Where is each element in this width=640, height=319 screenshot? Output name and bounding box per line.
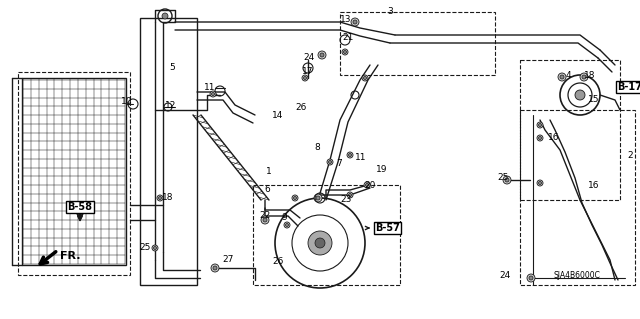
- Circle shape: [365, 183, 369, 187]
- Bar: [18, 72, 130, 275]
- Text: 20: 20: [364, 181, 376, 189]
- Text: B-57: B-57: [375, 223, 400, 233]
- Circle shape: [351, 18, 359, 26]
- Text: 18: 18: [584, 70, 596, 79]
- Circle shape: [529, 276, 533, 280]
- Text: 10: 10: [121, 98, 132, 107]
- Circle shape: [210, 91, 216, 97]
- Circle shape: [582, 75, 586, 79]
- Circle shape: [154, 247, 157, 249]
- Circle shape: [537, 180, 543, 186]
- Bar: [520, 110, 635, 285]
- Circle shape: [211, 264, 219, 272]
- Circle shape: [538, 123, 541, 127]
- Circle shape: [558, 73, 566, 81]
- Circle shape: [263, 218, 267, 222]
- Text: 23: 23: [340, 196, 352, 204]
- Circle shape: [303, 77, 307, 79]
- Text: 1: 1: [266, 167, 272, 176]
- Text: 12: 12: [165, 100, 177, 109]
- Circle shape: [527, 274, 535, 282]
- Text: 26: 26: [272, 257, 284, 266]
- Text: 5: 5: [169, 63, 175, 72]
- Circle shape: [364, 77, 367, 79]
- Circle shape: [213, 266, 217, 270]
- Circle shape: [505, 178, 509, 182]
- Text: 17: 17: [302, 68, 314, 77]
- Circle shape: [362, 75, 368, 81]
- Circle shape: [538, 182, 541, 184]
- Circle shape: [294, 197, 296, 199]
- Text: 18: 18: [163, 194, 173, 203]
- Circle shape: [314, 194, 322, 202]
- Circle shape: [285, 224, 289, 226]
- Circle shape: [575, 90, 585, 100]
- Text: 16: 16: [548, 133, 560, 143]
- Circle shape: [302, 75, 308, 81]
- Text: 9: 9: [281, 213, 287, 222]
- Bar: [520, 60, 620, 200]
- Circle shape: [342, 49, 348, 55]
- Text: 2: 2: [627, 151, 633, 160]
- Circle shape: [347, 152, 353, 158]
- Text: 21: 21: [342, 33, 354, 41]
- Circle shape: [538, 137, 541, 139]
- Text: 13: 13: [340, 16, 352, 25]
- Circle shape: [320, 53, 324, 57]
- Circle shape: [349, 194, 351, 197]
- Text: 16: 16: [588, 181, 600, 189]
- Circle shape: [159, 197, 161, 199]
- Text: 25: 25: [140, 243, 150, 253]
- Circle shape: [344, 50, 346, 54]
- Text: 7: 7: [336, 159, 342, 167]
- Bar: [22, 78, 126, 265]
- Circle shape: [580, 73, 588, 81]
- Text: 8: 8: [314, 144, 320, 152]
- Text: 24: 24: [303, 53, 315, 62]
- Text: 11: 11: [355, 153, 367, 162]
- Circle shape: [503, 176, 511, 184]
- Circle shape: [157, 195, 163, 201]
- Circle shape: [537, 122, 543, 128]
- Circle shape: [328, 160, 332, 164]
- Text: 4: 4: [565, 70, 571, 79]
- Circle shape: [162, 13, 168, 19]
- Circle shape: [152, 245, 158, 251]
- Circle shape: [261, 216, 269, 224]
- Circle shape: [353, 20, 357, 24]
- Circle shape: [327, 159, 333, 165]
- Text: B-58: B-58: [67, 202, 93, 212]
- Text: SJA4B6000C: SJA4B6000C: [554, 271, 601, 279]
- Text: 14: 14: [272, 110, 284, 120]
- Text: B-17-20: B-17-20: [617, 82, 640, 92]
- Circle shape: [315, 238, 325, 248]
- Circle shape: [560, 75, 564, 79]
- Circle shape: [211, 93, 214, 95]
- Text: 6: 6: [264, 186, 270, 195]
- Circle shape: [318, 51, 326, 59]
- Text: 27: 27: [222, 256, 234, 264]
- Text: FR.: FR.: [60, 251, 81, 261]
- Circle shape: [308, 231, 332, 255]
- Circle shape: [292, 195, 298, 201]
- Text: 3: 3: [387, 8, 393, 17]
- Text: 19: 19: [376, 166, 388, 174]
- Circle shape: [284, 222, 290, 228]
- Bar: [140, 18, 197, 285]
- Circle shape: [537, 135, 543, 141]
- Text: 11: 11: [204, 84, 216, 93]
- Text: 24: 24: [499, 271, 511, 279]
- Bar: [253, 185, 400, 285]
- Text: 15: 15: [588, 95, 600, 105]
- Text: 22: 22: [259, 211, 271, 219]
- Bar: [340, 12, 495, 75]
- Circle shape: [316, 196, 320, 200]
- Circle shape: [349, 153, 351, 157]
- Text: 25: 25: [497, 174, 509, 182]
- Circle shape: [364, 182, 370, 188]
- Text: 26: 26: [295, 103, 307, 113]
- Circle shape: [347, 192, 353, 198]
